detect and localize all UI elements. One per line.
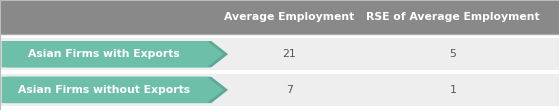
Polygon shape [2, 41, 224, 67]
Text: 5: 5 [449, 49, 456, 59]
Text: Asian Firms with Exports: Asian Firms with Exports [29, 49, 180, 59]
Polygon shape [6, 41, 228, 67]
Polygon shape [6, 77, 228, 103]
Text: 7: 7 [286, 85, 293, 95]
Bar [0, 74, 559, 106]
Polygon shape [2, 77, 224, 103]
Text: 1: 1 [449, 85, 456, 95]
Text: RSE of Average Employment: RSE of Average Employment [366, 12, 539, 22]
Bar [0, 0, 559, 34]
Text: 21: 21 [282, 49, 296, 59]
Text: Asian Firms without Exports: Asian Firms without Exports [18, 85, 190, 95]
Text: Average Employment: Average Employment [224, 12, 354, 22]
Bar [0, 38, 559, 70]
